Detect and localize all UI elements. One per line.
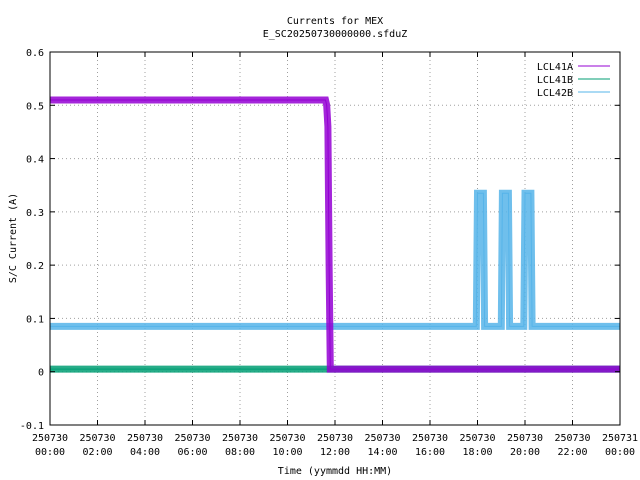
x-tick-time-label: 00:00 [35, 447, 65, 458]
chart-subtitle: E_SC20250730000000.sfduZ [263, 29, 408, 40]
x-tick-time-label: 20:00 [510, 447, 540, 458]
y-tick-label: 0.2 [26, 261, 44, 272]
x-tick-time-label: 00:00 [605, 447, 635, 458]
series-layer [50, 96, 620, 373]
legend-label-lcl42b: LCL42B [537, 88, 573, 99]
x-tick-time-label: 04:00 [130, 447, 160, 458]
x-tick-date-label: 250730 [127, 433, 163, 444]
x-tick-time-label: 12:00 [320, 447, 350, 458]
x-tick-time-label: 08:00 [225, 447, 255, 458]
x-tick-date-label: 250730 [459, 433, 495, 444]
x-tick-date-label: 250730 [364, 433, 400, 444]
x-tick-date-label: 250730 [32, 433, 68, 444]
x-tick-date-label: 250730 [222, 433, 258, 444]
x-tick-date-label: 250730 [269, 433, 305, 444]
x-tick-date-label: 250730 [317, 433, 353, 444]
series-line-lcl41a [50, 99, 620, 370]
legend-label-lcl41a: LCL41A [537, 62, 573, 73]
x-tick-date-label: 250731 [602, 433, 638, 444]
series-line-lcl42b [50, 192, 620, 327]
y-tick-label: 0.4 [26, 155, 44, 166]
y-tick-label: 0.1 [26, 314, 44, 325]
y-tick-label: 0.5 [26, 101, 44, 112]
x-tick-date-label: 250730 [79, 433, 115, 444]
y-tick-label: 0.3 [26, 208, 44, 219]
x-tick-time-label: 06:00 [177, 447, 207, 458]
x-tick-time-label: 22:00 [557, 447, 587, 458]
x-tick-time-label: 02:00 [82, 447, 112, 458]
legend-label-lcl41b: LCL41B [537, 75, 573, 86]
x-tick-time-label: 16:00 [415, 447, 445, 458]
y-tick-label: 0 [38, 368, 44, 379]
chart-title: Currents for MEX [287, 16, 383, 27]
x-tick-date-label: 250730 [554, 433, 590, 444]
x-tick-time-label: 10:00 [272, 447, 302, 458]
x-tick-date-label: 250730 [507, 433, 543, 444]
x-axis-label: Time (yymmdd HH:MM) [278, 466, 392, 477]
x-axis: 250730 00:00 250730 02:00 250730 04:00 250730 0… [32, 52, 638, 458]
y-tick-label: -0.1 [20, 421, 44, 432]
y-axis-label: S/C Current (A) [8, 193, 19, 283]
x-tick-time-label: 14:00 [367, 447, 397, 458]
y-axis: -0.1 0 0.1 0.2 0.3 0.4 0.5 0.6 [20, 48, 620, 432]
x-tick-date-label: 250730 [412, 433, 448, 444]
y-tick-label: 0.6 [26, 48, 44, 59]
x-tick-date-label: 250730 [174, 433, 210, 444]
series-band-lcl42b [50, 189, 620, 330]
x-tick-time-label: 18:00 [462, 447, 492, 458]
legend: LCL41A LCL41B LCL42B [537, 62, 610, 99]
